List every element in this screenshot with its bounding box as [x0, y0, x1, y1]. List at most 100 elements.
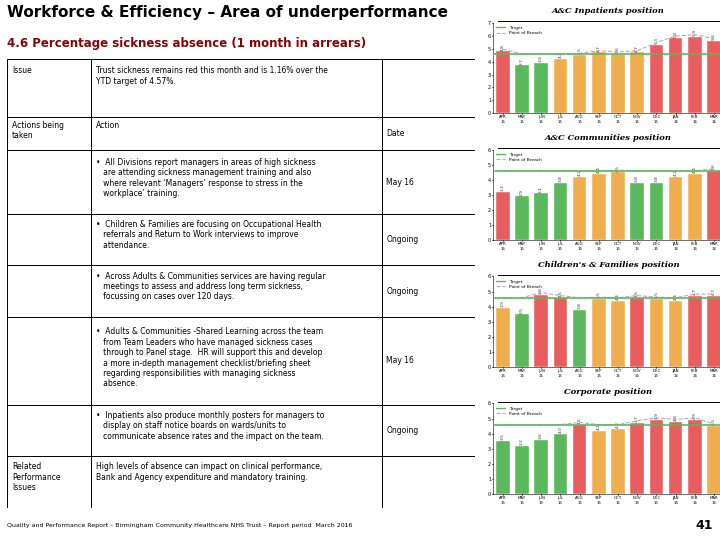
Bar [688, 420, 701, 494]
Bar [382, 404, 475, 456]
Text: 4.8: 4.8 [501, 44, 505, 51]
Bar [707, 171, 720, 240]
Bar [534, 295, 548, 367]
Text: 3.9: 3.9 [539, 55, 543, 62]
Text: 4.2: 4.2 [559, 51, 562, 58]
Bar [7, 317, 91, 404]
Bar [382, 117, 475, 150]
Text: Ongoing: Ongoing [387, 287, 418, 295]
Text: 2.9: 2.9 [520, 189, 524, 195]
Bar [7, 214, 91, 265]
Text: 5.6: 5.6 [712, 33, 716, 40]
Text: 3.2: 3.2 [501, 184, 505, 191]
Text: 4.2: 4.2 [674, 169, 678, 176]
Text: Workforce & Efficiency – Area of underperformance: Workforce & Efficiency – Area of underpe… [7, 5, 448, 21]
Text: 4.5: 4.5 [597, 292, 600, 299]
Text: 5.9: 5.9 [693, 29, 697, 36]
Text: 4.7: 4.7 [635, 45, 639, 52]
Text: 3.5: 3.5 [520, 307, 524, 314]
Bar [649, 299, 663, 367]
Bar [649, 45, 663, 113]
Text: 3.6: 3.6 [539, 432, 543, 439]
Bar [382, 456, 475, 508]
Bar [573, 310, 586, 367]
Text: •  Children & Families are focusing on Occupational Health
   referrals and Retu: • Children & Families are focusing on Oc… [96, 220, 322, 250]
Text: 3.1: 3.1 [539, 186, 543, 193]
Text: Children's & Families position: Children's & Families position [538, 261, 679, 269]
Bar [649, 420, 663, 494]
Text: High levels of absence can impact on clinical performance,
Bank and Agency expen: High levels of absence can impact on cli… [96, 462, 323, 482]
Text: Action: Action [96, 121, 120, 130]
Bar [534, 63, 548, 113]
Text: 4.6: 4.6 [559, 290, 562, 297]
Text: 4.8: 4.8 [539, 287, 543, 294]
Text: 3.8: 3.8 [577, 302, 582, 309]
Bar [91, 404, 382, 456]
Bar [611, 429, 625, 494]
Bar [688, 296, 701, 367]
Text: 5.8: 5.8 [674, 31, 678, 38]
Text: 4.8: 4.8 [674, 414, 678, 421]
Text: Issue: Issue [12, 66, 32, 75]
Bar [91, 117, 382, 150]
Text: Related
Performance
Issues: Related Performance Issues [12, 462, 60, 492]
Text: •  Adults & Communities -Shared Learning across the team
   from Team Leaders wh: • Adults & Communities -Shared Learning … [96, 327, 323, 388]
Bar [631, 52, 644, 113]
Text: 4.5: 4.5 [616, 165, 620, 172]
Bar [631, 423, 644, 494]
Text: Date: Date [387, 129, 405, 138]
Bar [611, 54, 625, 113]
Text: •  Inpatients also produce monthly posters for managers to
   display on staff n: • Inpatients also produce monthly poster… [96, 411, 325, 441]
Bar [707, 426, 720, 494]
Bar [496, 192, 510, 240]
Bar [631, 298, 644, 367]
Text: May 16: May 16 [387, 178, 414, 186]
Text: 4.6: 4.6 [577, 417, 582, 424]
Text: 3.8: 3.8 [559, 175, 562, 182]
Bar [7, 404, 91, 456]
Bar [91, 265, 382, 317]
Text: 4.3: 4.3 [616, 421, 620, 428]
Text: 4.9: 4.9 [693, 413, 697, 419]
Text: 4.7: 4.7 [597, 45, 600, 52]
Text: Ongoing: Ongoing [387, 426, 418, 435]
Bar [382, 150, 475, 214]
Bar [592, 52, 606, 113]
Text: •  Across Adults & Communities services are having regular
   meetings to assess: • Across Adults & Communities services a… [96, 272, 325, 301]
Text: 4.7: 4.7 [712, 288, 716, 295]
Bar [669, 422, 683, 494]
Text: 4.5: 4.5 [577, 48, 582, 55]
Text: 4.5: 4.5 [654, 292, 658, 299]
Text: Corporate position: Corporate position [564, 388, 652, 396]
Bar [631, 183, 644, 240]
Text: 3.8: 3.8 [654, 175, 658, 182]
Bar [669, 301, 683, 367]
Text: Actions being
taken: Actions being taken [12, 121, 64, 140]
Bar [496, 51, 510, 113]
Bar [707, 41, 720, 113]
Bar [516, 446, 528, 494]
Bar [554, 434, 567, 494]
Bar [91, 317, 382, 404]
Text: 4.4: 4.4 [693, 166, 697, 173]
Bar [611, 172, 625, 240]
Text: A&C Inpatients position: A&C Inpatients position [552, 8, 665, 16]
Bar [7, 59, 91, 117]
Text: 4.9: 4.9 [654, 413, 658, 419]
Bar [573, 177, 586, 240]
Legend: Target, Point of Breach: Target, Point of Breach [495, 279, 543, 290]
Text: 3.9: 3.9 [501, 301, 505, 307]
Bar [382, 317, 475, 404]
Text: Trust sickness remains red this month and is 1.16% over the
YTD target of 4.57%.: Trust sickness remains red this month an… [96, 66, 328, 86]
Bar [554, 183, 567, 240]
Text: Ongoing: Ongoing [387, 235, 418, 244]
Bar [573, 55, 586, 113]
Text: 4.6 Percentage sickness absence (1 month in arrears): 4.6 Percentage sickness absence (1 month… [7, 37, 366, 50]
Text: 4.0: 4.0 [559, 426, 562, 433]
Bar [669, 38, 683, 113]
Bar [382, 59, 475, 117]
Bar [91, 150, 382, 214]
Bar [516, 314, 528, 367]
Text: 4.6: 4.6 [712, 163, 716, 170]
Bar [688, 37, 701, 113]
